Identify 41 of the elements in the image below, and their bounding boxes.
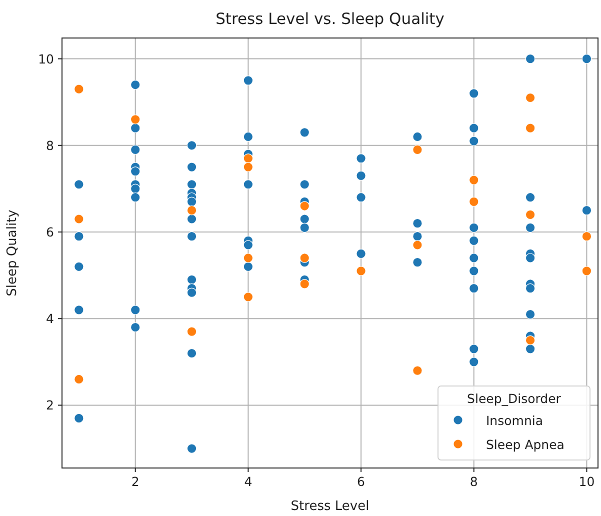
point [300,201,310,211]
x-tick-label: 6 [357,474,366,489]
point [243,253,254,263]
point [468,196,479,207]
point [300,279,310,289]
y-tick-label: 2 [46,398,54,413]
point [74,214,84,224]
point [525,92,536,103]
point [525,335,536,346]
point [243,162,254,172]
y-tick-label: 4 [46,311,54,326]
legend-title: Sleep_Disorder [467,391,562,406]
point [300,253,310,263]
point [412,240,422,250]
point [582,231,592,242]
point [468,175,479,185]
point [525,123,536,133]
legend-label: Sleep Apnea [486,437,564,452]
y-tick-label: 10 [38,51,54,66]
point [243,153,254,164]
point [356,266,366,276]
x-axis-title: Stress Level [290,499,370,514]
point [412,144,422,155]
y-tick-label: 6 [46,224,54,240]
x-tick-label: 2 [131,474,140,489]
x-tick-label: 10 [578,474,595,489]
point [130,114,140,124]
point [243,292,254,302]
x-tick-label: 4 [244,474,252,489]
point [74,374,84,384]
point [525,210,536,220]
y-tick-label: 8 [46,138,54,153]
point [412,366,422,376]
point [582,266,592,276]
point [186,205,197,216]
point [186,326,197,336]
y-axis-title: Sleep Quality [5,209,20,296]
legend-label: Insomnia [486,413,544,428]
point [74,84,84,94]
x-tick-label: 8 [470,474,478,489]
chart-title: Stress Level vs. Sleep Quality [216,10,444,28]
